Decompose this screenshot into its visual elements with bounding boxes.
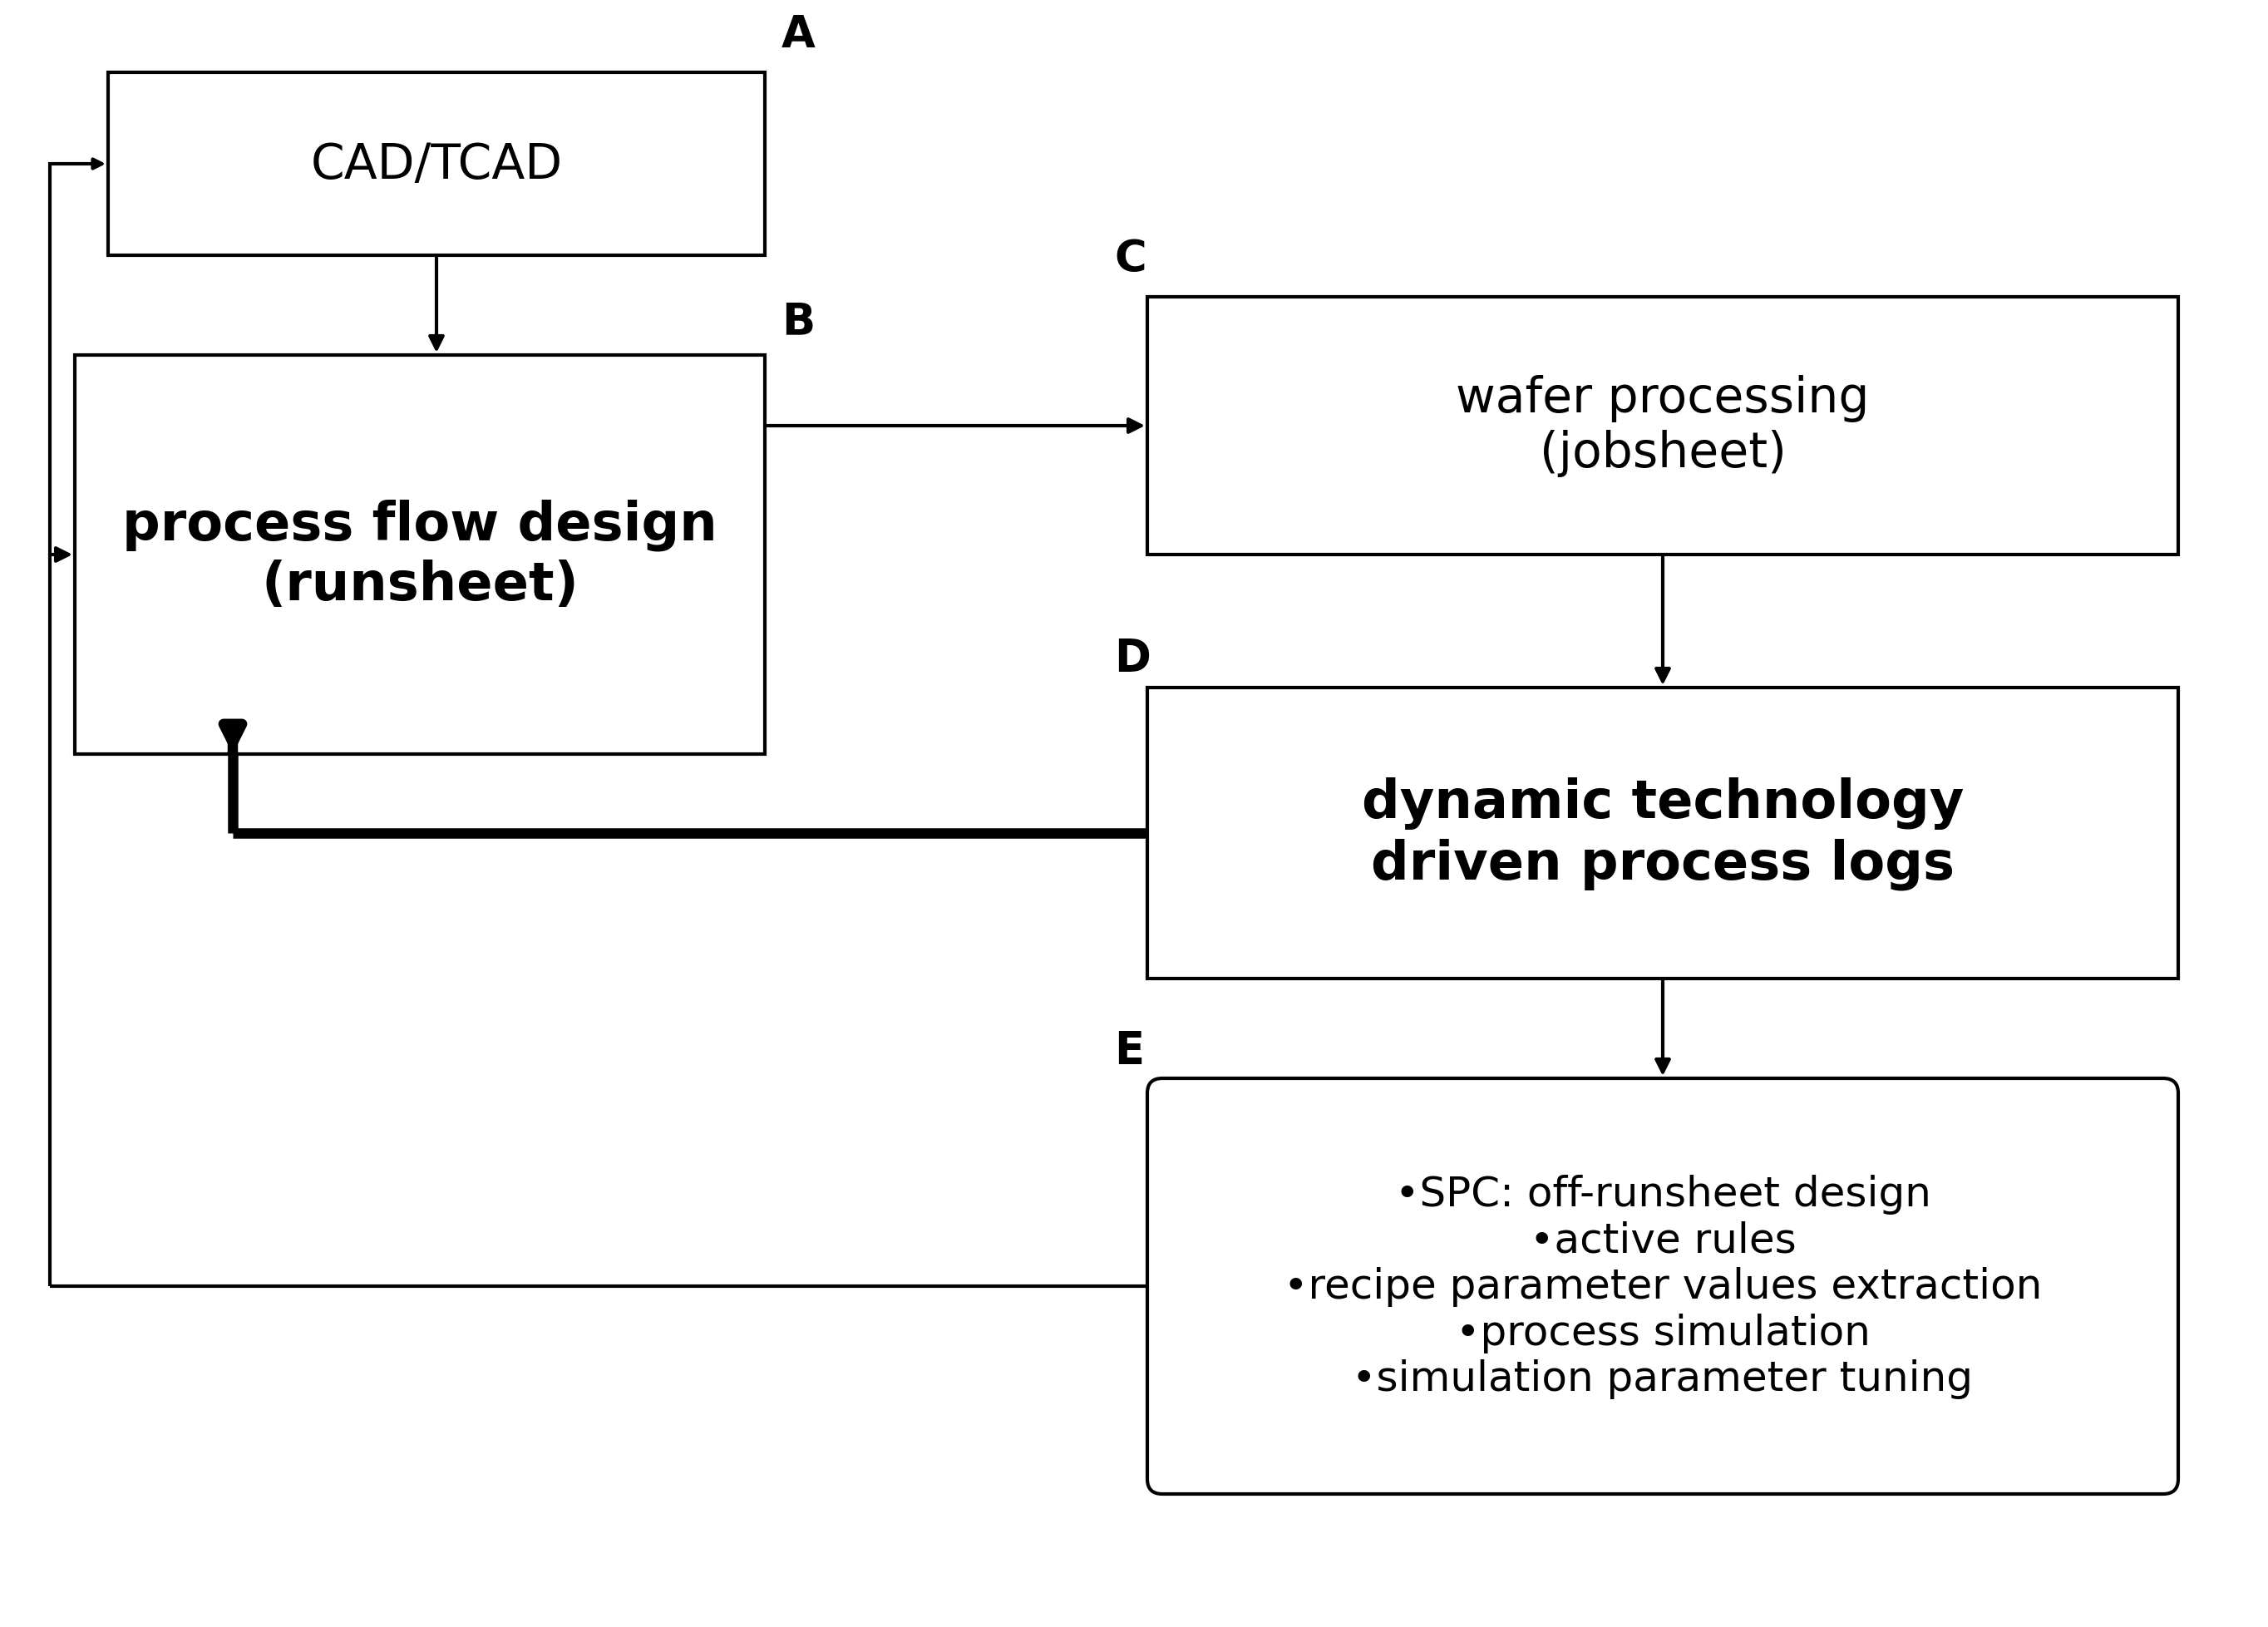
Bar [1148, 688, 2177, 979]
Text: wafer processing
(jobsheet): wafer processing (jobsheet) [1456, 376, 1869, 477]
Text: process flow design
(runsheet): process flow design (runsheet) [122, 499, 717, 610]
Bar [75, 356, 764, 755]
Text: dynamic technology
driven process logs: dynamic technology driven process logs [1361, 778, 1964, 890]
Text: E: E [1114, 1028, 1143, 1072]
Text: B: B [782, 299, 814, 343]
Bar [109, 73, 764, 255]
Text: A: A [782, 13, 816, 57]
Bar [1148, 298, 2177, 555]
FancyBboxPatch shape [1148, 1079, 2177, 1494]
Text: CAD/TCAD: CAD/TCAD [311, 142, 562, 189]
Text: •SPC: off-runsheet design
•active rules
•recipe parameter values extraction
•pro: •SPC: off-runsheet design •active rules … [1284, 1175, 2041, 1399]
Text: D: D [1114, 636, 1150, 680]
Text: C: C [1114, 238, 1145, 281]
